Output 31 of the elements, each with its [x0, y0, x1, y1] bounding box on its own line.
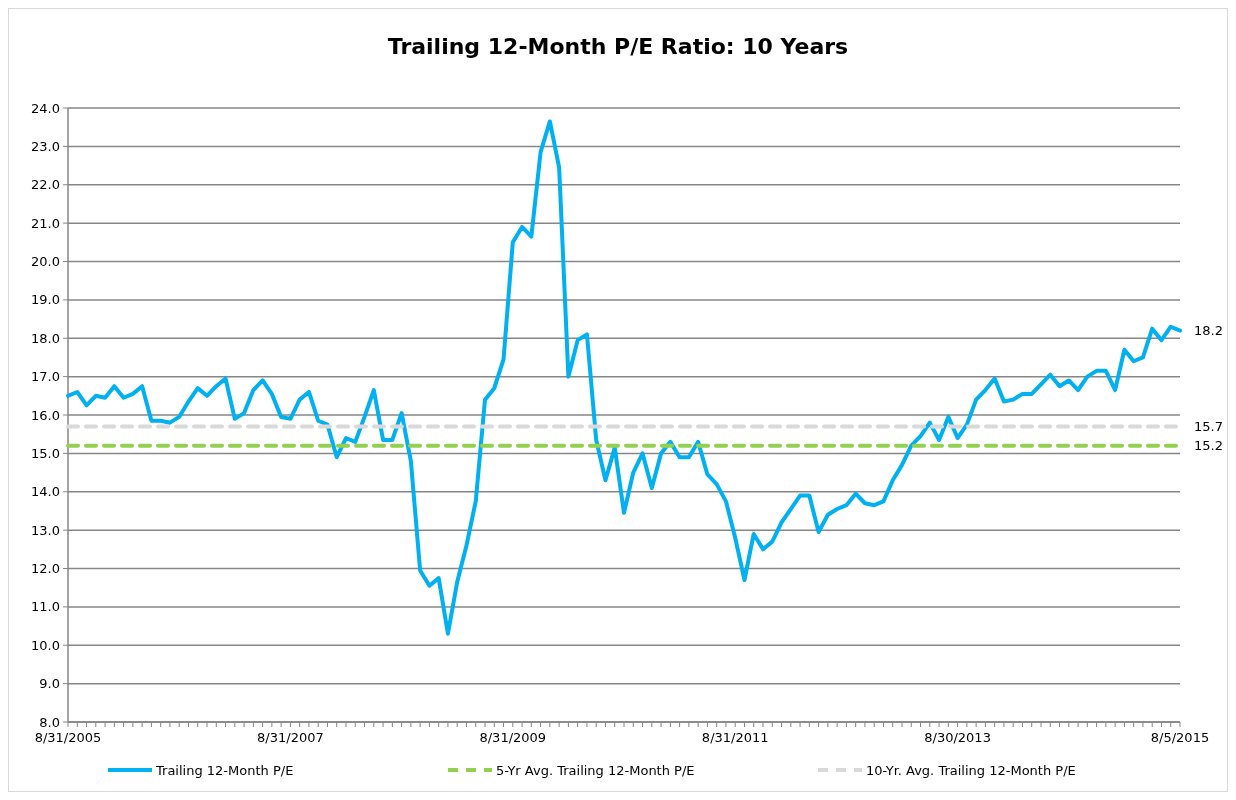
y-tick-label: 24.0 — [31, 100, 60, 116]
y-tick-label: 22.0 — [31, 177, 60, 193]
y-tick-label: 12.0 — [31, 561, 60, 577]
y-tick-label: 23.0 — [31, 138, 60, 154]
chart-title: Trailing 12-Month P/E Ratio: 10 Years — [387, 34, 849, 59]
x-tick-label: 8/30/2013 — [924, 730, 991, 745]
annotation: 15.2 — [1194, 438, 1223, 454]
x-tick-label: 8/31/2007 — [257, 730, 324, 745]
y-tick-label: 14.0 — [31, 484, 60, 500]
x-tick-label: 8/5/2015 — [1150, 730, 1210, 745]
x-tick-label: 8/31/2011 — [701, 730, 769, 745]
y-tick-label: 18.0 — [31, 330, 60, 346]
y-tick-label: 17.0 — [31, 369, 60, 385]
x-tick-label: 8/31/2009 — [479, 730, 547, 745]
y-tick-label: 15.0 — [31, 445, 60, 461]
legend-label: 5-Yr Avg. Trailing 12-Month P/E — [496, 762, 695, 778]
annotation: 15.7 — [1194, 419, 1223, 435]
y-tick-label: 19.0 — [31, 292, 60, 308]
y-tick-label: 21.0 — [31, 215, 60, 231]
y-tick-label: 10.0 — [31, 637, 60, 653]
y-tick-label: 11.0 — [31, 599, 60, 615]
y-tick-label: 16.0 — [31, 407, 60, 423]
y-tick-label: 8.0 — [39, 714, 60, 730]
y-tick-label: 13.0 — [31, 522, 60, 538]
y-tick-label: 20.0 — [31, 254, 60, 270]
legend-label: Trailing 12-Month P/E — [155, 762, 294, 778]
legend-label: 10-Yr. Avg. Trailing 12-Month P/E — [866, 762, 1076, 778]
line-series — [66, 119, 1182, 636]
x-tick-label: 8/31/2005 — [34, 730, 102, 745]
annotation: 18.2 — [1194, 323, 1223, 339]
y-tick-label: 9.0 — [39, 676, 60, 692]
